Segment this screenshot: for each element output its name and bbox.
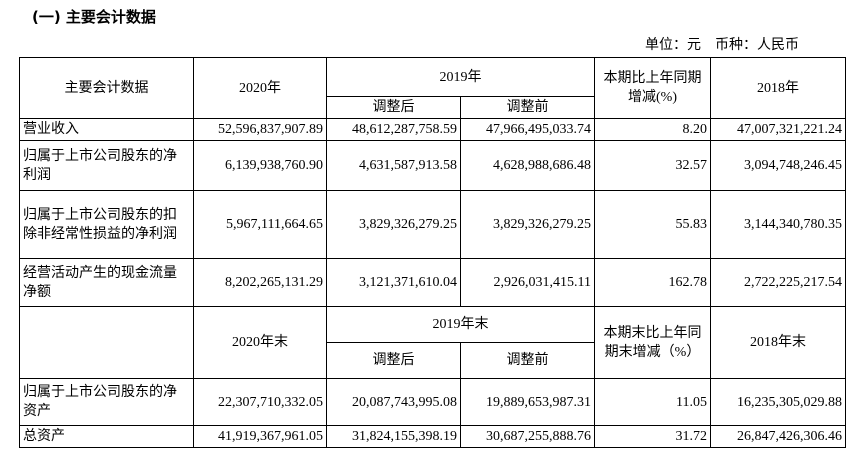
table-row: 归属于上市公司股东的扣除非经常性损益的净利润 5,967,111,664.65 … (19, 190, 846, 259)
cell-change: 32.57 (594, 140, 711, 191)
cell-2018: 3,094,748,246.45 (710, 140, 846, 191)
cell-2018: 16,235,305,029.88 (710, 378, 846, 426)
cell-2019-before: 30,687,255,888.76 (460, 425, 595, 448)
table-row: 归属于上市公司股东的净资产 22,307,710,332.05 20,087,7… (19, 378, 846, 426)
cell-2019-before: 2,926,031,415.11 (460, 258, 595, 307)
row-label: 营业收入 (19, 118, 194, 141)
header-2018: 2018年 (710, 57, 846, 119)
section-title: (一) 主要会计数据 (32, 8, 156, 26)
header-change-end: 本期末比上年同期末增减（%） (594, 306, 711, 379)
table-row: 经营活动产生的现金流量净额 8,202,265,131.29 3,121,371… (19, 258, 846, 307)
cell-2019-after: 3,121,371,610.04 (326, 258, 461, 307)
unit-note: 单位：元 币种：人民币 (645, 38, 799, 53)
accounting-data-table: 主要会计数据 2020年 2019年 本期比上年同期增减(%) 2018年 调整… (19, 57, 846, 448)
cell-2020: 6,139,938,760.90 (193, 140, 327, 191)
cell-2020: 52,596,837,907.89 (193, 118, 327, 141)
cell-2019-after: 48,612,287,758.59 (326, 118, 461, 141)
header-2020: 2020年 (193, 57, 327, 119)
cell-2019-after: 20,087,743,995.08 (326, 378, 461, 426)
cell-2020: 5,967,111,664.65 (193, 190, 327, 259)
row-label: 归属于上市公司股东的扣除非经常性损益的净利润 (19, 190, 194, 259)
cell-2018: 2,722,225,217.54 (710, 258, 846, 307)
table-row: 总资产 41,919,367,961.05 31,824,155,398.19 … (19, 425, 846, 448)
cell-2019-before: 3,829,326,279.25 (460, 190, 595, 259)
header-change: 本期比上年同期增减(%) (594, 57, 711, 119)
header-2018-end: 2018年末 (710, 306, 846, 379)
cell-2018: 26,847,426,306.46 (710, 425, 846, 448)
cell-2018: 47,007,321,221.24 (710, 118, 846, 141)
cell-2019-before: 47,966,495,033.74 (460, 118, 595, 141)
cell-2018: 3,144,340,780.35 (710, 190, 846, 259)
cell-change: 162.78 (594, 258, 711, 307)
header-2019-end: 2019年末 (326, 306, 595, 343)
cell-change: 11.05 (594, 378, 711, 426)
row-label: 总资产 (19, 425, 194, 448)
cell-2019-after: 31,824,155,398.19 (326, 425, 461, 448)
cell-change: 55.83 (594, 190, 711, 259)
header-2020-end: 2020年末 (193, 306, 327, 379)
row-label: 归属于上市公司股东的净资产 (19, 378, 194, 426)
cell-2019-before: 4,628,988,686.48 (460, 140, 595, 191)
cell-2019-before: 19,889,653,987.31 (460, 378, 595, 426)
cell-change: 31.72 (594, 425, 711, 448)
table-row: 营业收入 52,596,837,907.89 48,612,287,758.59… (19, 118, 846, 141)
table-row: 归属于上市公司股东的净利润 6,139,938,760.90 4,631,587… (19, 140, 846, 191)
header-adjusted-after: 调整后 (326, 96, 461, 119)
header-adjusted-after: 调整后 (326, 342, 461, 379)
header-item: 主要会计数据 (19, 57, 194, 119)
header-empty (19, 306, 194, 379)
cell-2020: 8,202,265,131.29 (193, 258, 327, 307)
row-label: 归属于上市公司股东的净利润 (19, 140, 194, 191)
header-adjusted-before: 调整前 (460, 96, 595, 119)
cell-change: 8.20 (594, 118, 711, 141)
cell-2020: 41,919,367,961.05 (193, 425, 327, 448)
header-adjusted-before: 调整前 (460, 342, 595, 379)
header-2019: 2019年 (326, 57, 595, 97)
cell-2019-after: 3,829,326,279.25 (326, 190, 461, 259)
row-label: 经营活动产生的现金流量净额 (19, 258, 194, 307)
cell-2019-after: 4,631,587,913.58 (326, 140, 461, 191)
cell-2020: 22,307,710,332.05 (193, 378, 327, 426)
